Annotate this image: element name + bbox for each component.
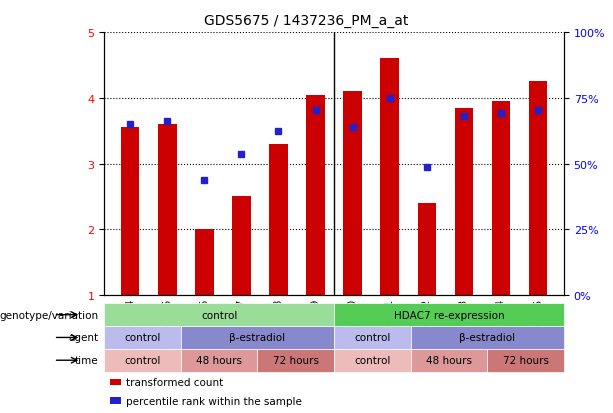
Bar [417, 204, 436, 295]
Text: genotype/variation: genotype/variation [0, 310, 98, 320]
Bar [492, 102, 510, 295]
Text: percentile rank within the sample: percentile rank within the sample [126, 396, 302, 406]
Bar [232, 197, 251, 295]
Text: 48 hours: 48 hours [196, 355, 242, 366]
Text: GDS5675 / 1437236_PM_a_at: GDS5675 / 1437236_PM_a_at [204, 14, 409, 28]
Bar [195, 230, 213, 295]
Text: time: time [74, 355, 98, 366]
Text: control: control [124, 332, 161, 343]
Text: 48 hours: 48 hours [426, 355, 472, 366]
Text: 72 hours: 72 hours [273, 355, 319, 366]
Text: control: control [354, 355, 390, 366]
Text: β-estradiol: β-estradiol [229, 332, 286, 343]
Bar [158, 125, 177, 295]
Text: HDAC7 re-expression: HDAC7 re-expression [394, 310, 504, 320]
Bar [121, 128, 139, 295]
Text: transformed count: transformed count [126, 377, 223, 387]
Bar [343, 92, 362, 295]
Bar [306, 95, 325, 295]
Text: control: control [201, 310, 237, 320]
Text: 72 hours: 72 hours [503, 355, 549, 366]
Bar [529, 82, 547, 295]
Bar [455, 109, 473, 295]
Text: agent: agent [68, 332, 98, 343]
Bar [381, 59, 399, 295]
Text: β-estradiol: β-estradiol [459, 332, 516, 343]
Text: control: control [124, 355, 161, 366]
Bar [269, 145, 287, 295]
Text: control: control [354, 332, 390, 343]
